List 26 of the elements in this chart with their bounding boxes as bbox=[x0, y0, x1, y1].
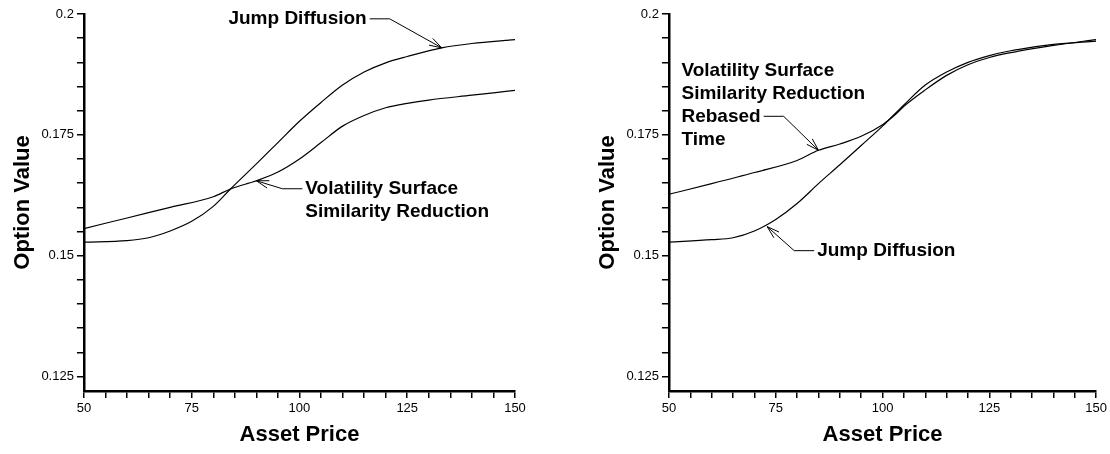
y-tick-label: 0.15 bbox=[48, 247, 74, 263]
x-tick-label: 75 bbox=[184, 400, 199, 416]
y-tick-label: 0.15 bbox=[633, 247, 659, 263]
y-axis-title: Option Value bbox=[594, 135, 620, 270]
y-tick-label: 0.2 bbox=[55, 5, 74, 21]
y-tick-label: 0.2 bbox=[640, 5, 659, 21]
x-tick-label: 100 bbox=[871, 400, 894, 416]
x-tick-label: 75 bbox=[768, 400, 783, 416]
annotation: Volatility Surface Similarity Reduction bbox=[305, 176, 490, 221]
annotation: Volatility Surface Similarity Reduction Rebased Time bbox=[681, 58, 866, 149]
x-tick-label: 50 bbox=[76, 400, 92, 416]
x-tick-label: 50 bbox=[661, 400, 677, 416]
x-tick-label: 150 bbox=[504, 400, 526, 416]
x-tick-label: 125 bbox=[396, 400, 419, 416]
y-tick-label: 0.125 bbox=[41, 368, 74, 384]
x-tick-label: 150 bbox=[1085, 400, 1108, 416]
annotation: Jump Diffusion bbox=[228, 7, 367, 29]
x-tick-label: 125 bbox=[978, 400, 1001, 416]
y-tick-label: 0.175 bbox=[626, 126, 659, 142]
annotation: Jump Diffusion bbox=[817, 238, 956, 260]
x-axis-title: Asset Price bbox=[822, 420, 943, 446]
x-tick-label: 100 bbox=[288, 400, 311, 416]
y-tick-label: 0.125 bbox=[626, 368, 659, 384]
y-tick-label: 0.175 bbox=[41, 126, 74, 142]
y-axis-title: Option Value bbox=[9, 135, 35, 270]
x-axis-title: Asset Price bbox=[239, 420, 360, 446]
